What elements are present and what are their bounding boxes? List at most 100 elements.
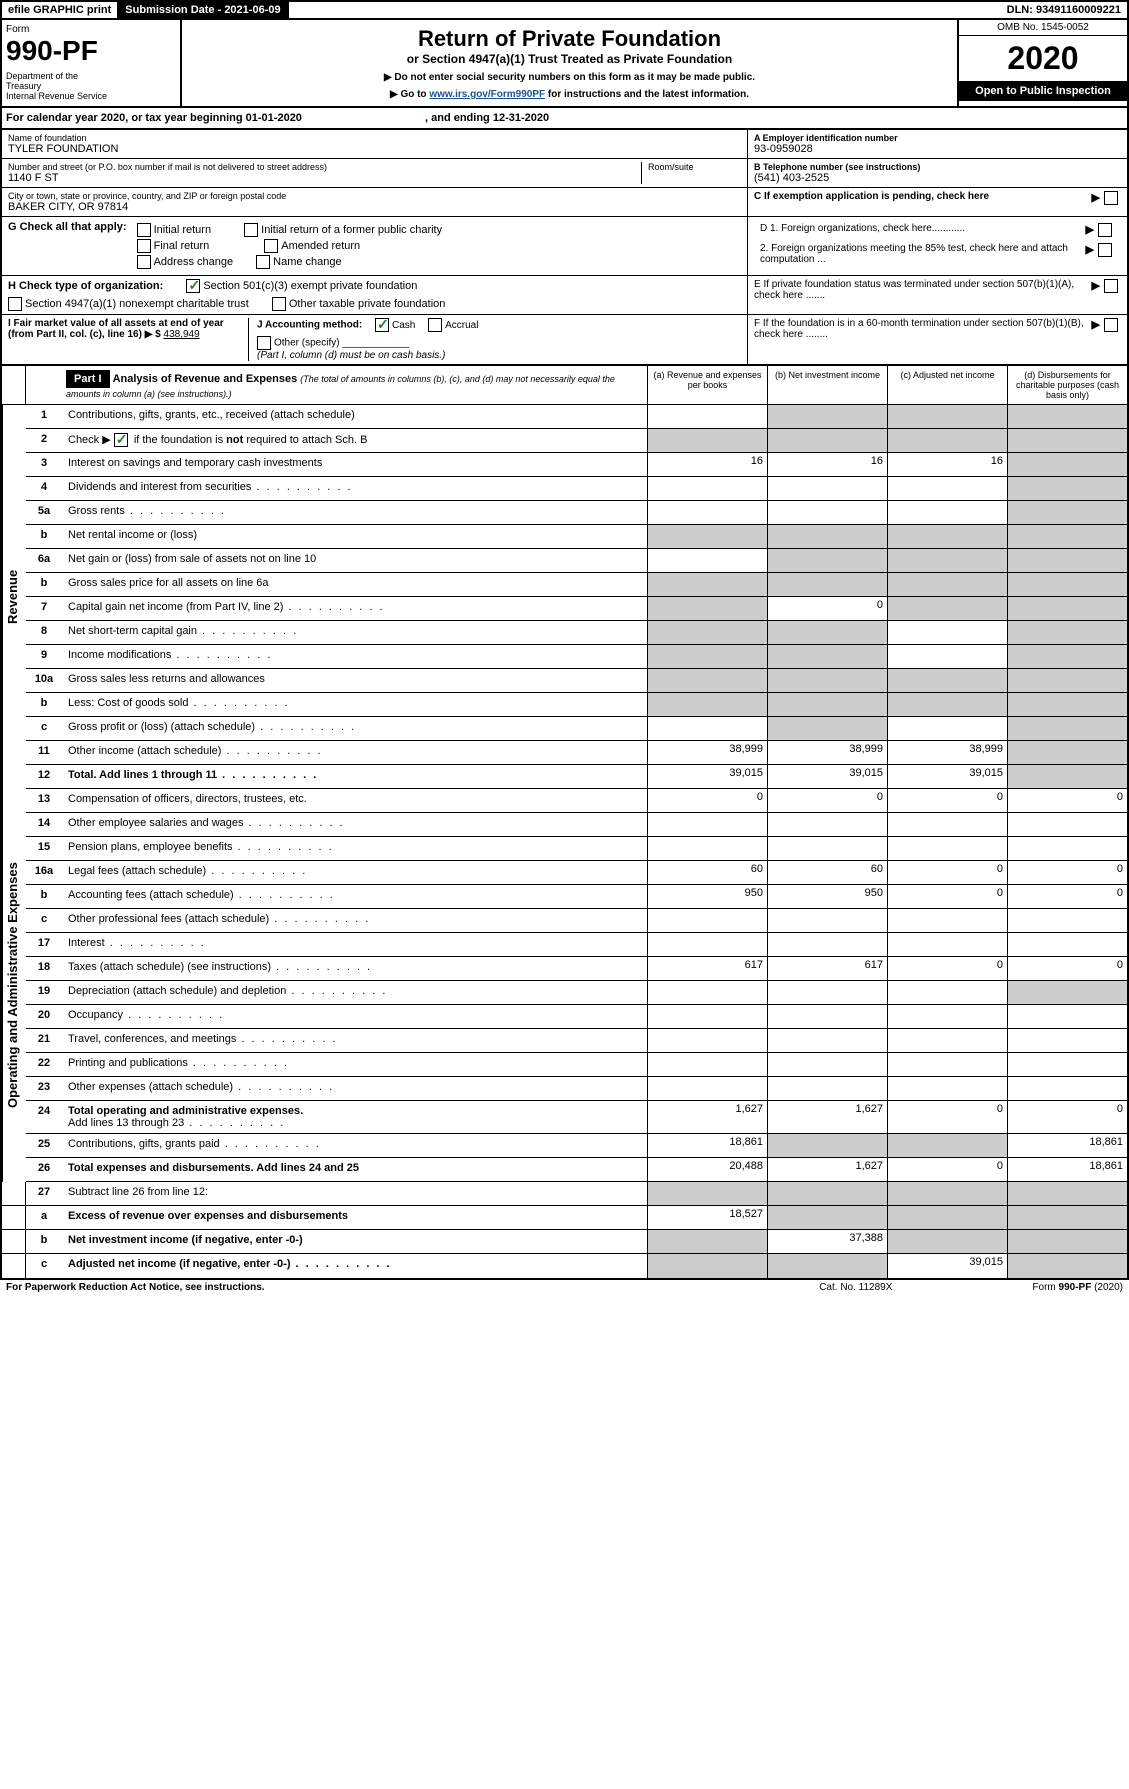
lbl-4947: Section 4947(a)(1) nonexempt charitable … [25, 298, 249, 310]
l26a: 20,488 [647, 1158, 767, 1181]
name-label: Name of foundation [8, 133, 741, 143]
footer-right: Form 990-PF (2020) [1032, 1282, 1123, 1293]
submission-date: Submission Date - 2021-06-09 [119, 2, 288, 18]
lbl-name-change: Name change [273, 256, 342, 268]
lbl-initial-former: Initial return of a former public charit… [261, 224, 442, 236]
line-12: Total. Add lines 1 through 11 [62, 765, 647, 788]
line-10b: Less: Cost of goods sold [62, 693, 647, 716]
arrow-icon: ▶ [1092, 318, 1100, 331]
l16bd: 0 [1007, 885, 1127, 908]
line-7: Capital gain net income (from Part IV, l… [62, 597, 647, 620]
addr-label: Number and street (or P.O. box number if… [8, 162, 641, 172]
cb-addr-change[interactable] [137, 255, 151, 269]
d2-label: 2. Foreign organizations meeting the 85%… [760, 243, 1082, 265]
cb-initial-former[interactable] [244, 223, 258, 237]
form-title: Return of Private Foundation [188, 26, 951, 52]
name-ein-row: Name of foundation TYLER FOUNDATION A Em… [0, 130, 1129, 159]
line-6b: Gross sales price for all assets on line… [62, 573, 647, 596]
l7b: 0 [767, 597, 887, 620]
form-subtitle: or Section 4947(a)(1) Trust Treated as P… [188, 52, 951, 66]
l11b: 38,999 [767, 741, 887, 764]
cal-mid: , and ending [425, 112, 493, 124]
cb-name-change[interactable] [256, 255, 270, 269]
line-1: Contributions, gifts, grants, etc., rece… [62, 405, 647, 428]
dln-label: DLN: 93491160009221 [1001, 2, 1127, 18]
form-link[interactable]: www.irs.gov/Form990PF [429, 89, 545, 100]
e-checkbox[interactable] [1104, 279, 1118, 293]
city-c-row: City or town, state or province, country… [0, 188, 1129, 217]
footer-left: For Paperwork Reduction Act Notice, see … [6, 1282, 819, 1293]
d2-checkbox[interactable] [1098, 243, 1112, 257]
c-block: C If exemption application is pending, c… [747, 188, 1127, 216]
lbl-501c3: Section 501(c)(3) exempt private foundat… [203, 280, 417, 292]
arrow-icon: ▶ [1086, 243, 1094, 256]
lbl-accrual: Accrual [445, 320, 478, 331]
line-4: Dividends and interest from securities [62, 477, 647, 500]
line-20: Occupancy [62, 1005, 647, 1028]
d1-checkbox[interactable] [1098, 223, 1112, 237]
form-label: Form [6, 24, 176, 35]
arrow-icon: ▶ [1086, 223, 1094, 236]
line-13: Compensation of officers, directors, tru… [62, 789, 647, 812]
cb-other-tax[interactable] [272, 297, 286, 311]
cb-initial[interactable] [137, 223, 151, 237]
footer: For Paperwork Reduction Act Notice, see … [0, 1280, 1129, 1295]
efile-label: efile GRAPHIC print [2, 2, 119, 18]
ein-label: A Employer identification number [754, 133, 1121, 143]
l25d: 18,861 [1007, 1134, 1127, 1157]
cb-4947[interactable] [8, 297, 22, 311]
line-26: Total expenses and disbursements. Add li… [62, 1158, 647, 1181]
d1-label: D 1. Foreign organizations, check here..… [760, 223, 1082, 234]
l3b: 16 [767, 453, 887, 476]
expenses-side-label: Operating and Administrative Expenses [2, 789, 26, 1182]
line-11: Other income (attach schedule) [62, 741, 647, 764]
cb-schb[interactable] [114, 433, 128, 447]
top-bar: efile GRAPHIC print Submission Date - 20… [0, 0, 1129, 20]
cb-final[interactable] [137, 239, 151, 253]
cal-end: 12-31-2020 [493, 112, 549, 124]
f-checkbox[interactable] [1104, 318, 1118, 332]
cb-other-method[interactable] [257, 336, 271, 350]
l11a: 38,999 [647, 741, 767, 764]
line-2: Check ▶ if the foundation is not require… [62, 429, 647, 452]
form-number: 990-PF [6, 35, 176, 67]
ij-block: I Fair market value of all assets at end… [2, 315, 747, 364]
line-5b: Net rental income or (loss) [62, 525, 647, 548]
line-17: Interest [62, 933, 647, 956]
dept-label: Department of theTreasuryInternal Revenu… [6, 71, 176, 101]
open-public: Open to Public Inspection [959, 81, 1127, 101]
line-9: Income modifications [62, 645, 647, 668]
cb-501c3[interactable] [186, 279, 200, 293]
e-block: E If private foundation status was termi… [747, 276, 1127, 314]
l24c: 0 [887, 1101, 1007, 1133]
line-25: Contributions, gifts, grants paid [62, 1134, 647, 1157]
l11c: 38,999 [887, 741, 1007, 764]
l26d: 18,861 [1007, 1158, 1127, 1181]
line-16c: Other professional fees (attach schedule… [62, 909, 647, 932]
instr2-post: for instructions and the latest informat… [545, 89, 749, 100]
cb-accrual[interactable] [428, 318, 442, 332]
lbl-other-method: Other (specify) [274, 338, 340, 349]
i-block: I Fair market value of all assets at end… [8, 318, 248, 361]
c-checkbox[interactable] [1104, 191, 1118, 205]
cal-pre: For calendar year 2020, or tax year begi… [6, 112, 246, 124]
l3a: 16 [647, 453, 767, 476]
g-d-row: G Check all that apply: Initial return I… [0, 217, 1129, 276]
lbl-other-tax: Other taxable private foundation [289, 298, 446, 310]
cb-amended[interactable] [264, 239, 278, 253]
j-label: J Accounting method: [257, 320, 362, 331]
i-value: 438,949 [164, 329, 200, 340]
line-27: Subtract line 26 from line 12: [62, 1182, 647, 1205]
l25a: 18,861 [647, 1134, 767, 1157]
line-14: Other employee salaries and wages [62, 813, 647, 836]
d-block: D 1. Foreign organizations, check here..… [747, 217, 1127, 275]
line-24: Total operating and administrative expen… [62, 1101, 647, 1133]
l18c: 0 [887, 957, 1007, 980]
lbl-addr-change: Address change [154, 256, 234, 268]
line-22: Printing and publications [62, 1053, 647, 1076]
header-mid: Return of Private Foundation or Section … [182, 20, 957, 106]
cb-cash[interactable] [375, 318, 389, 332]
l27bb: 37,388 [767, 1230, 887, 1253]
calendar-year-row: For calendar year 2020, or tax year begi… [0, 108, 1129, 130]
col-d-header: (d) Disbursements for charitable purpose… [1007, 366, 1127, 404]
